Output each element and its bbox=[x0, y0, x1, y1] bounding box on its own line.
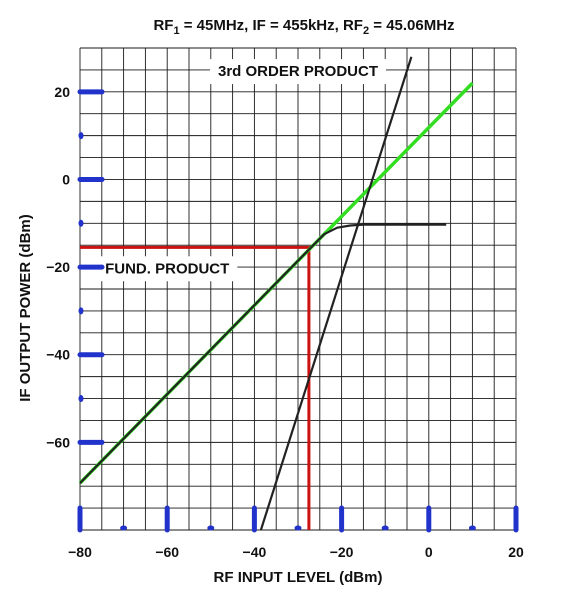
y-tick-minor bbox=[78, 219, 84, 227]
x-tick-minor bbox=[207, 525, 215, 531]
x-tick-label: −20 bbox=[330, 544, 354, 560]
y-tick-label: 0 bbox=[62, 171, 70, 187]
y-axis-title: IF OUTPUT POWER (dBm) bbox=[17, 214, 34, 402]
x-axis-title: RF INPUT LEVEL (dBm) bbox=[214, 569, 383, 586]
grid bbox=[79, 47, 517, 531]
tick-marks bbox=[77, 89, 519, 533]
y-tick-minor bbox=[78, 395, 84, 403]
x-tick-label: 20 bbox=[508, 544, 524, 560]
y-tick-label: −60 bbox=[46, 434, 70, 450]
annotation: 3rd ORDER PRODUCT bbox=[209, 59, 387, 85]
x-tick-label: −40 bbox=[243, 544, 267, 560]
series-line-fundamental-actual bbox=[79, 223, 447, 484]
chart-title: RF1 = 45MHz, IF = 455kHz, RF2 = 45.06MHz bbox=[153, 17, 454, 37]
tick-labels: −80 −60 −40 −20 0 20 20 0 −20 −40 −60 bbox=[46, 84, 524, 560]
y-tick-label: 20 bbox=[54, 84, 70, 100]
y-tick-label: −40 bbox=[46, 347, 70, 363]
x-tick-label: −80 bbox=[68, 544, 92, 560]
y-tick-minor bbox=[78, 132, 84, 140]
y-tick-label: −20 bbox=[46, 259, 70, 275]
x-tick-label: 0 bbox=[425, 544, 433, 560]
x-tick-minor bbox=[294, 525, 302, 531]
series-line-third-order bbox=[259, 56, 413, 531]
x-tick-label: −60 bbox=[155, 544, 179, 560]
annotation: FUND. PRODUCT bbox=[97, 256, 238, 282]
x-tick-minor bbox=[381, 525, 389, 531]
y-tick-minor bbox=[78, 307, 84, 315]
x-tick-minor bbox=[120, 525, 128, 531]
plot-area: 3rd ORDER PRODUCT FUND. PRODUCT bbox=[78, 56, 474, 531]
annotation-label: FUND. PRODUCT bbox=[105, 260, 229, 277]
x-tick-minor bbox=[468, 525, 476, 531]
annotation-background bbox=[209, 59, 387, 85]
annotation-background bbox=[97, 256, 238, 282]
annotation-label: 3rd ORDER PRODUCT bbox=[218, 63, 378, 80]
